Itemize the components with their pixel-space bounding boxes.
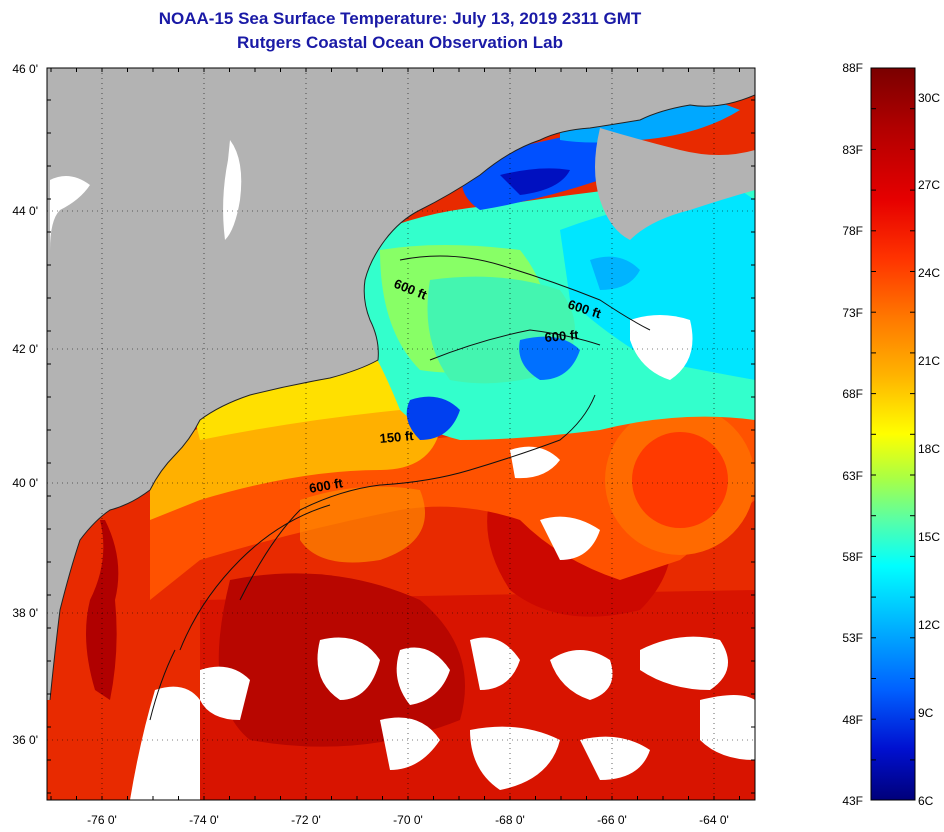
lat-tick-label: 46 0' [12,62,38,76]
map-subtitle: Rutgers Coastal Ocean Observation Lab [237,33,563,52]
colorbar-c-label: 12C [918,618,940,632]
contour-label: 600 ft [544,327,580,345]
colorbar-ticks [871,67,915,761]
axis-ticks [47,68,755,800]
lat-tick-label: 36 0' [12,733,38,747]
map-title: NOAA-15 Sea Surface Temperature: July 13… [158,9,642,28]
lat-tick-label: 40 0' [12,476,38,490]
graticule [47,68,755,800]
colorbar-c-label: 30C [918,91,940,105]
contour-label: 600 ft [308,475,345,496]
colorbar-f-label: 48F [842,713,863,727]
lat-tick-label: 38 0' [12,606,38,620]
lon-labels: -76 0' -74 0' -72 0' -70 0' -68 0' -66 0… [87,813,729,827]
lon-tick-label: -72 0' [291,813,321,827]
colorbar-f-label: 53F [842,631,863,645]
lon-tick-label: -70 0' [393,813,423,827]
contour-label: 150 ft [379,428,415,446]
colorbar-f-label: 63F [842,469,863,483]
colorbar-c-label: 15C [918,530,940,544]
lat-tick-label: 44 0' [12,204,38,218]
colorbar-c-label: 18C [918,442,940,456]
colorbar-f-label: 88F [842,61,863,75]
colorbar-f-label: 73F [842,306,863,320]
bathymetry-contours [149,255,651,721]
lon-tick-label: -68 0' [495,813,525,827]
colorbar [870,67,916,801]
plot-frame [46,67,756,801]
colorbar-c-labels: 30C 27C 24C 21C 18C 15C 12C 9C 6C [918,91,940,808]
colorbar-c-label: 27C [918,178,940,192]
lon-tick-label: -64 0' [699,813,729,827]
colorbar-c-label: 9C [918,706,934,720]
colorbar-f-label: 78F [842,224,863,238]
lon-tick-label: -76 0' [87,813,117,827]
lat-labels: 46 0' 44 0' 42 0' 40 0' 38 0' 36 0' [12,62,38,747]
colorbar-c-label: 21C [918,354,940,368]
colorbar-f-labels: 88F 83F 78F 73F 68F 63F 58F 53F 48F 43F [842,61,863,808]
lon-tick-label: -74 0' [189,813,219,827]
lat-tick-label: 42 0' [12,342,38,356]
lon-tick-label: -66 0' [597,813,627,827]
colorbar-c-label: 6C [918,794,934,808]
sst-imagery [47,68,755,800]
colorbar-f-label: 68F [842,387,863,401]
colorbar-f-label: 58F [842,550,863,564]
colorbar-c-label: 24C [918,266,940,280]
cloud-patches [130,315,755,800]
colorbar-f-label: 83F [842,143,863,157]
colorbar-f-label: 43F [842,794,863,808]
